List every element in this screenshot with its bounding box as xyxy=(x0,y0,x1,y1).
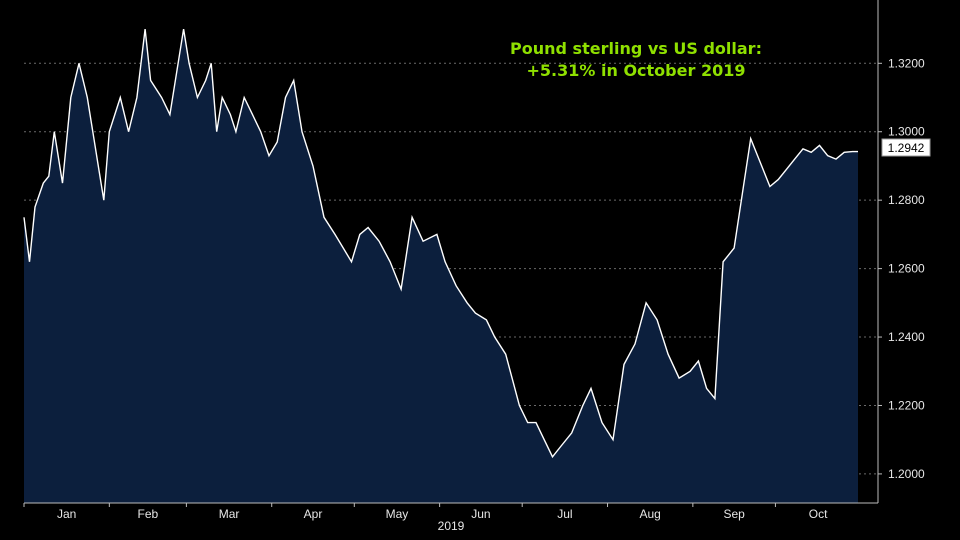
x-tick-label: Apr xyxy=(304,507,323,521)
y-axis-ticks: 1.3200 1.3000 1.2800 1.2600 1.2400 1.2200 1.20… xyxy=(878,56,925,481)
year-label: 2019 xyxy=(438,519,465,533)
x-tick-label: Jan xyxy=(57,507,76,521)
chart-title-line-1: Pound sterling vs US dollar: xyxy=(510,39,762,58)
y-tick-label: 1.2000 xyxy=(888,467,925,481)
x-tick-label: May xyxy=(386,507,409,521)
x-tick-label: Sep xyxy=(723,507,745,521)
x-tick-label: Jul xyxy=(557,507,572,521)
x-tick-label: Aug xyxy=(640,507,661,521)
x-axis-ticks: Jan Feb Mar Apr May Jun Jul Aug Sep Oct xyxy=(23,503,828,521)
x-tick-label: Oct xyxy=(809,507,828,521)
y-tick-label: 1.2800 xyxy=(888,193,925,207)
series-line xyxy=(23,28,858,459)
y-tick-label: 1.3200 xyxy=(888,56,925,70)
last-value-badge: 1.2942 xyxy=(881,138,931,157)
y-tick-label: 1.3000 xyxy=(888,125,925,139)
last-value-text: 1.2942 xyxy=(888,141,925,155)
x-tick-label: Feb xyxy=(138,507,159,521)
x-tick-label: Jun xyxy=(471,507,490,521)
y-tick-label: 1.2600 xyxy=(888,262,925,276)
last-value-box xyxy=(881,138,931,157)
y-tick-label: 1.2400 xyxy=(888,330,925,344)
x-tick-label: Mar xyxy=(219,507,240,521)
chart-title-line-2: +5.31% in October 2019 xyxy=(527,61,746,80)
series-area-fill xyxy=(24,29,858,503)
y-tick-label: 1.2200 xyxy=(888,398,925,412)
